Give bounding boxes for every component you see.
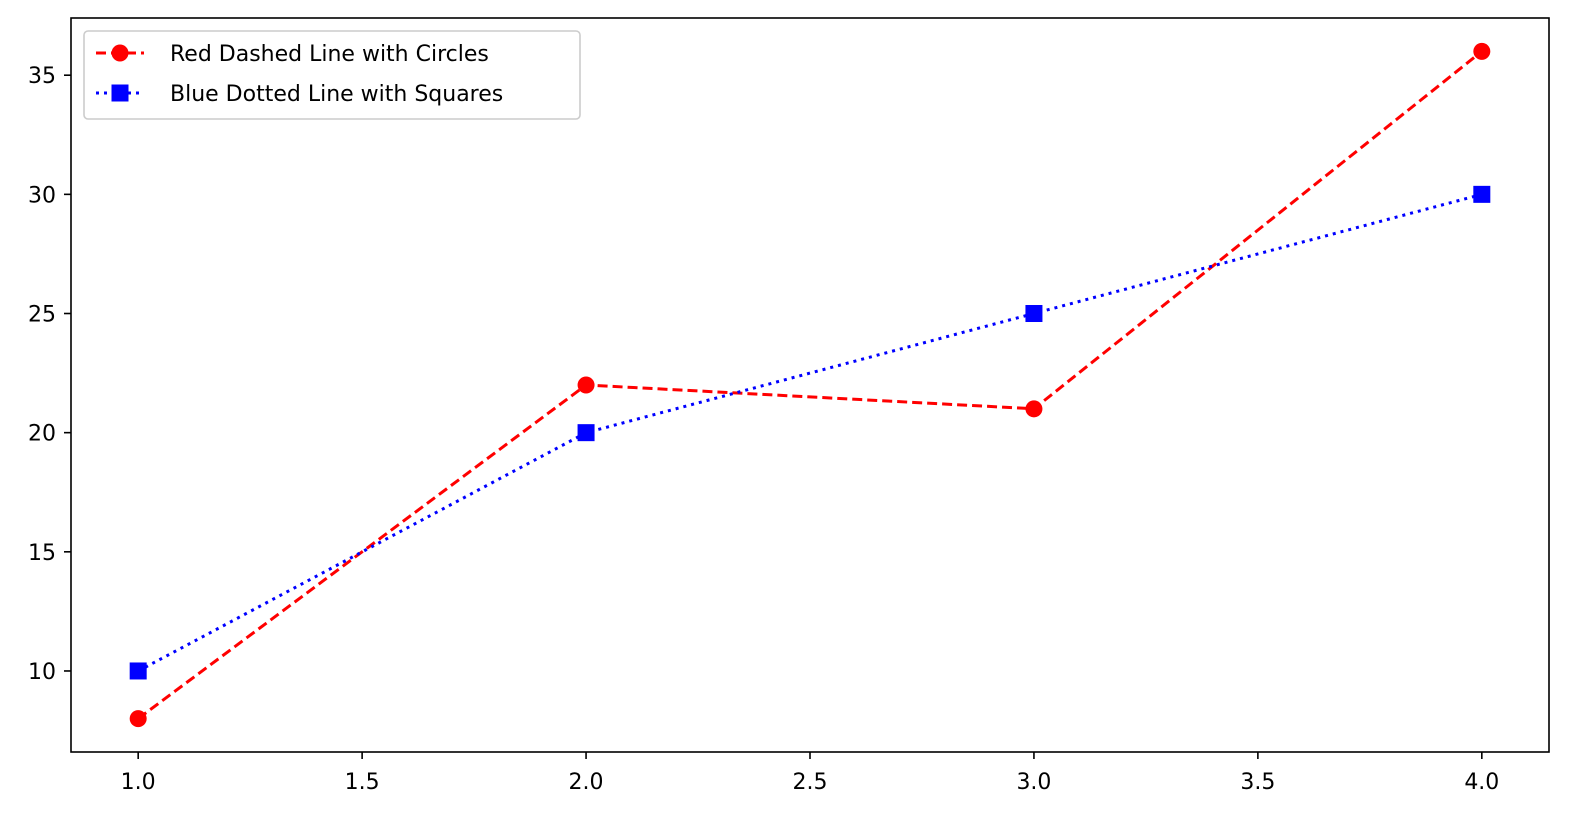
plot-area [129,42,1491,728]
axes: 1.0 1.5 2.0 2.5 3.0 3.5 4.0 10 15 20 25 30 35 [28,17,1550,795]
legend-marker [111,44,129,62]
data-point [1025,305,1043,323]
data-point [129,710,147,728]
x-tick-label: 3.0 [1016,770,1051,795]
data-point [1473,42,1491,60]
axes-frame [70,17,1550,753]
data-point [129,662,147,680]
y-tick-label: 30 [28,183,56,208]
data-point [1025,400,1043,418]
y-tick-label: 35 [28,64,56,89]
y-tick-label: 15 [28,541,56,566]
legend-box [83,30,581,120]
legend-label: Red Dashed Line with Circles [170,42,489,67]
x-tick-label: 4.0 [1464,770,1499,795]
y-tick-label: 10 [28,660,56,685]
x-tick-label: 2.5 [793,770,828,795]
x-tick-label: 1.5 [345,770,380,795]
series-line-1 [137,50,1483,720]
y-tick-label: 25 [28,303,56,328]
data-point [577,424,595,442]
x-tick-label: 2.0 [569,770,604,795]
x-tick-label: 3.5 [1240,770,1275,795]
data-point [1473,185,1491,203]
legend: Red Dashed Line with Circles Blue Dotted … [83,30,581,120]
x-tick-label: 1.0 [121,770,156,795]
legend-label: Blue Dotted Line with Squares [170,82,503,107]
legend-marker [111,84,129,102]
data-point [577,376,595,394]
y-tick-label: 20 [28,422,56,447]
series-line-2 [137,192,1483,673]
